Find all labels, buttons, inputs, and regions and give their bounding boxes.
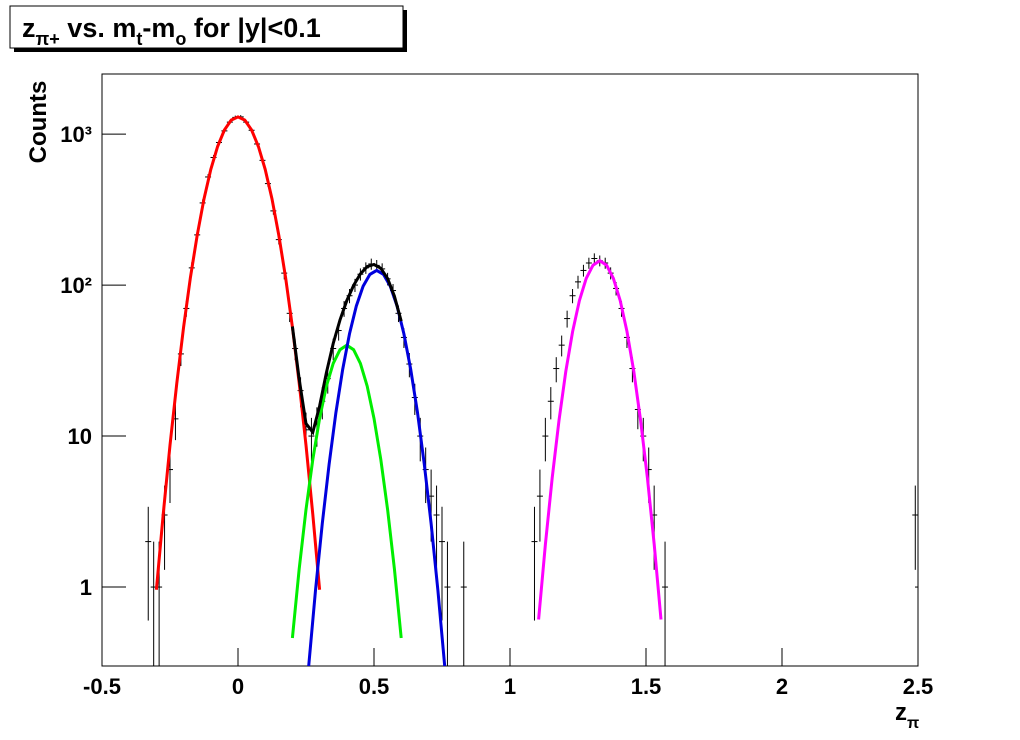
text-part: vs. m	[60, 13, 137, 43]
fit-curve	[290, 262, 403, 436]
y-axis-label: Counts	[25, 81, 52, 164]
fit-curve	[290, 343, 403, 639]
plot-frame	[101, 73, 919, 667]
y-tick-label: 10²	[60, 273, 92, 298]
y-tick-label: 1	[80, 575, 92, 600]
x-tick-label: 2.5	[903, 674, 934, 699]
x-axis-label: zπ	[895, 699, 919, 732]
x-tick-label: 1.5	[631, 674, 662, 699]
subscript: o	[175, 29, 186, 49]
x-tick-label: 1	[504, 674, 516, 699]
y-tick-label: 10³	[60, 122, 92, 147]
x-tick-label: 0.5	[359, 674, 390, 699]
title-box	[9, 5, 404, 49]
text-part: z	[895, 699, 907, 726]
subscript: t	[136, 29, 142, 49]
subscript: π	[907, 715, 919, 732]
fit-curve	[307, 268, 447, 666]
chart-title: zπ+ vs. mt-mo for |y|<0.1	[22, 13, 321, 49]
x-tick-label: -0.5	[83, 674, 121, 699]
x-tick-label: 2	[776, 674, 788, 699]
x-tick-label: 0	[232, 674, 244, 699]
text-part: z	[22, 13, 36, 43]
text-part: -m	[142, 13, 175, 43]
fit-curve	[537, 258, 663, 620]
text-part: for |y|<0.1	[186, 13, 320, 43]
y-tick-label: 10	[68, 424, 92, 449]
subscript: π+	[36, 29, 60, 49]
plot-area	[145, 115, 918, 666]
